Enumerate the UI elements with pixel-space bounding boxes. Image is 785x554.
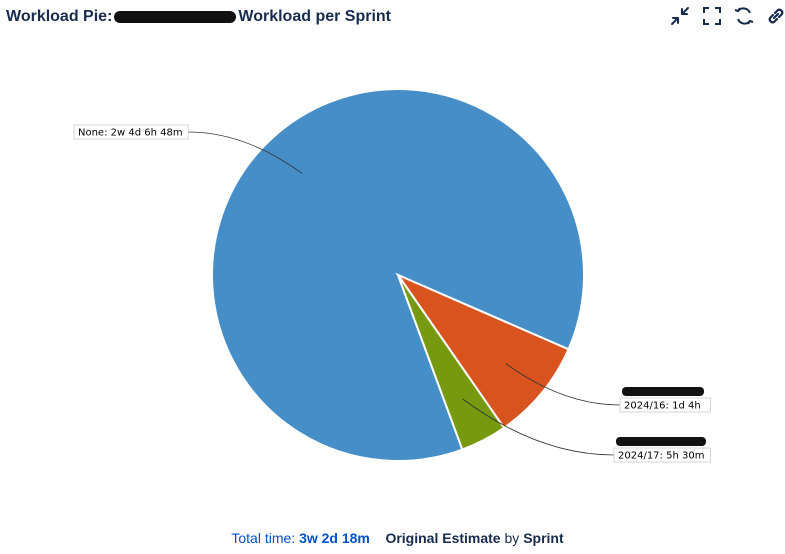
total-time-value: 3w 2d 18m — [299, 530, 370, 546]
redacted-sprint-name — [616, 437, 706, 446]
gadget-title: Workload Pie: Workload per Sprint — [6, 6, 391, 28]
refresh-button[interactable] — [732, 4, 756, 28]
minimize-icon — [671, 7, 689, 25]
link-button[interactable] — [764, 4, 785, 28]
label-connector-2 — [462, 398, 615, 456]
redacted-project-name — [114, 11, 237, 23]
total-time-label: Total time: — [231, 530, 296, 546]
label-connector-0 — [188, 131, 303, 174]
slice-label-box-1 — [619, 397, 711, 413]
footer-by: by — [504, 530, 520, 546]
slice-label-2: 2024/17: 5h 30m — [618, 451, 704, 462]
link-icon — [768, 8, 784, 24]
refresh-icon — [734, 7, 754, 25]
minimize-button[interactable] — [668, 4, 692, 28]
slice-label-box-0 — [73, 124, 189, 140]
redacted-sprint-name — [622, 387, 704, 396]
gadget-toolbar — [665, 4, 785, 28]
maximize-icon — [703, 7, 721, 25]
maximize-button[interactable] — [700, 4, 724, 28]
footer-group: Sprint — [523, 530, 564, 546]
slice-label-1: 2024/16: 1d 4h — [624, 401, 701, 412]
chart-footer: Total time: 3w 2d 18m Original Estimate … — [0, 530, 785, 546]
pie-slice-0[interactable] — [211, 88, 585, 462]
footer-field: Original Estimate — [385, 530, 501, 546]
slice-label-box-2 — [613, 447, 711, 463]
slice-label-0: None: 2w 4d 6h 48m — [78, 128, 183, 139]
pie-slice-2[interactable] — [397, 274, 506, 451]
title-prefix: Workload Pie: — [6, 8, 113, 25]
title-suffix: Workload per Sprint — [238, 8, 391, 25]
pie-slice-1[interactable] — [395, 272, 570, 430]
label-connector-1 — [505, 363, 621, 406]
